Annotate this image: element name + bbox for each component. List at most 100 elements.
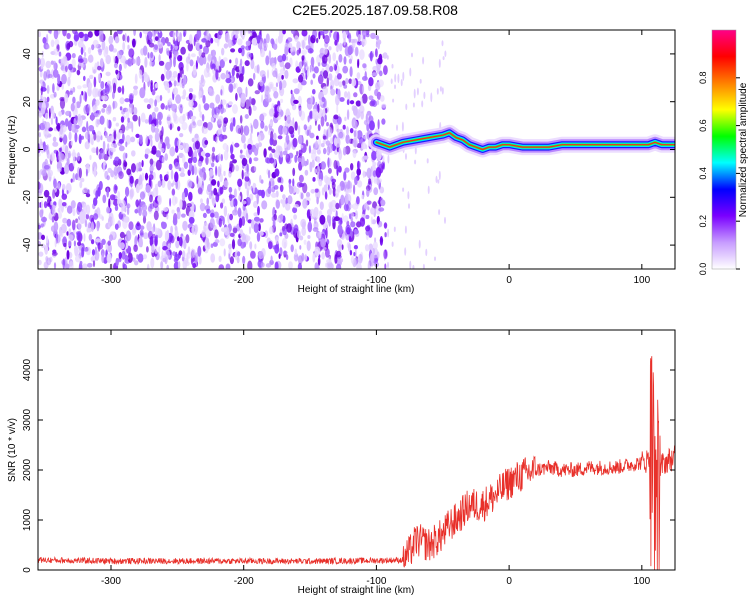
noise-blob <box>144 172 149 181</box>
noise-blob <box>91 147 97 153</box>
noise-blob <box>335 202 340 210</box>
noise-blob <box>177 126 181 132</box>
noise-blob <box>81 90 84 96</box>
noise-blob <box>438 170 441 181</box>
noise-blob <box>323 147 327 155</box>
noise-blob <box>71 124 75 133</box>
snr-plot-background <box>38 330 675 570</box>
noise-blob <box>252 182 257 189</box>
noise-blob <box>223 170 226 177</box>
noise-blob <box>58 59 62 64</box>
noise-blob <box>380 199 386 207</box>
noise-blob <box>422 263 425 269</box>
noise-blob <box>125 126 129 131</box>
noise-blob <box>164 37 169 44</box>
noise-blob <box>237 238 242 247</box>
noise-blob <box>372 161 377 167</box>
noise-blob <box>349 249 353 256</box>
noise-blob <box>412 265 415 269</box>
noise-blob <box>298 106 302 117</box>
noise-blob <box>210 243 214 248</box>
noise-blob <box>53 48 59 56</box>
noise-blob <box>43 201 48 209</box>
noise-blob <box>230 144 234 155</box>
noise-blob <box>205 40 211 48</box>
noise-blob <box>42 37 47 44</box>
noise-blob <box>117 86 122 93</box>
noise-blob <box>214 106 221 116</box>
noise-blob <box>74 132 78 143</box>
noise-blob <box>363 35 366 40</box>
noise-blob <box>150 150 157 155</box>
noise-blob <box>282 227 287 236</box>
noise-blob <box>298 74 304 83</box>
noise-blob <box>66 190 69 195</box>
noise-blob <box>207 184 212 193</box>
noise-blob <box>132 114 138 122</box>
noise-blob <box>272 70 278 78</box>
noise-blob <box>405 103 408 111</box>
noise-blob <box>121 250 126 260</box>
noise-blob <box>139 134 143 145</box>
noise-blob <box>292 167 296 177</box>
noise-blob <box>338 81 343 88</box>
noise-blob <box>59 96 65 102</box>
noise-blob <box>90 221 95 232</box>
noise-blob <box>271 148 276 153</box>
noise-blob <box>95 238 101 243</box>
noise-blob <box>243 171 250 178</box>
noise-blob <box>242 65 245 76</box>
noise-blob <box>324 114 327 122</box>
noise-blob <box>144 56 148 68</box>
noise-blob <box>114 185 118 191</box>
noise-blob <box>140 112 146 123</box>
noise-blob <box>251 37 258 46</box>
noise-blob <box>46 96 50 103</box>
noise-blob <box>207 53 212 61</box>
noise-blob <box>259 80 264 87</box>
noise-blob <box>154 44 158 50</box>
noise-blob <box>172 70 178 78</box>
noise-blob <box>253 157 259 162</box>
noise-blob <box>97 73 101 81</box>
noise-blob <box>183 31 186 37</box>
noise-blob <box>150 80 153 86</box>
noise-blob <box>362 155 369 160</box>
noise-blob <box>243 125 250 136</box>
noise-blob <box>430 92 433 103</box>
noise-blob <box>118 138 124 144</box>
noise-blob <box>217 127 223 135</box>
noise-blob <box>58 147 62 152</box>
noise-blob <box>87 262 93 268</box>
noise-blob <box>272 86 278 92</box>
noise-blob <box>52 83 55 94</box>
noise-blob <box>414 159 417 165</box>
noise-blob <box>275 199 280 209</box>
noise-blob <box>94 30 100 37</box>
noise-blob <box>131 150 136 157</box>
noise-blob <box>361 194 364 200</box>
noise-blob <box>236 86 243 94</box>
noise-blob <box>321 96 326 103</box>
noise-blob <box>349 100 355 105</box>
noise-blob <box>138 161 142 169</box>
noise-blob <box>318 31 321 40</box>
noise-blob <box>184 261 190 267</box>
noise-blob <box>93 166 97 178</box>
noise-blob <box>39 138 43 150</box>
noise-blob <box>78 167 82 179</box>
noise-blob <box>157 30 163 39</box>
noise-blob <box>423 91 426 100</box>
noise-blob <box>152 199 159 209</box>
noise-blob <box>144 153 149 159</box>
noise-blob <box>171 103 178 112</box>
noise-blob <box>85 193 91 198</box>
noise-blob <box>141 160 144 168</box>
noise-blob <box>56 124 61 131</box>
noise-blob <box>106 175 110 181</box>
noise-blob <box>348 137 351 144</box>
noise-blob <box>309 64 312 73</box>
noise-blob <box>86 120 89 132</box>
noise-blob <box>302 198 308 209</box>
noise-blob <box>442 56 445 61</box>
